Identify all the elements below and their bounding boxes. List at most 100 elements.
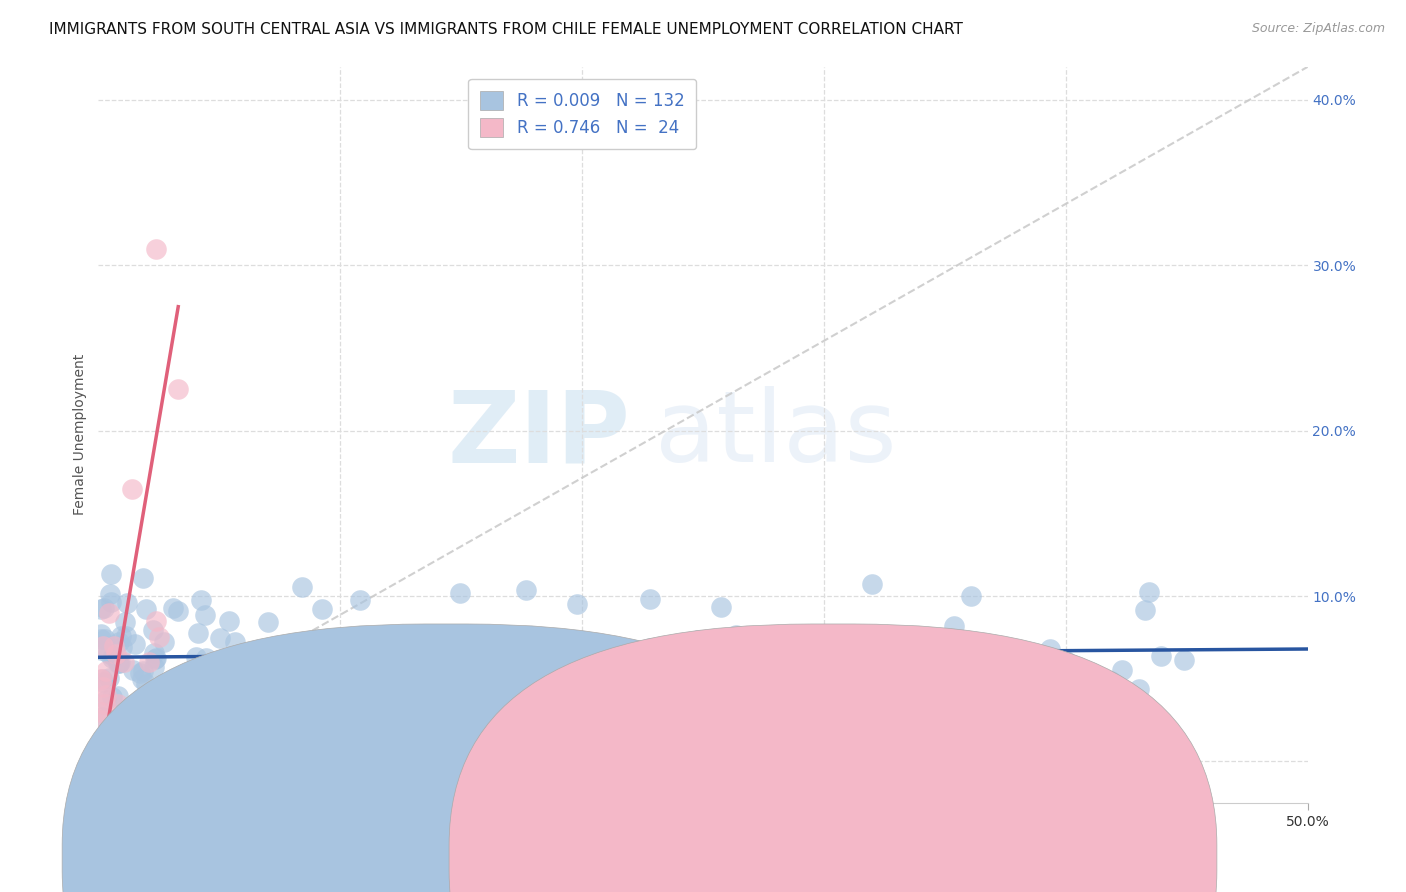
Point	[1004, 658, 1026, 673]
Point	[142, 623, 165, 637]
Point	[162, 601, 184, 615]
Point	[132, 571, 155, 585]
Point	[120, 730, 142, 744]
Point	[103, 639, 125, 653]
Point	[153, 635, 176, 649]
Point	[143, 651, 166, 665]
Point	[194, 607, 217, 622]
Point	[638, 640, 661, 655]
Point	[848, 700, 870, 714]
Point	[94, 697, 117, 711]
Point	[1128, 682, 1150, 697]
Point	[943, 618, 966, 632]
Point	[180, 715, 202, 730]
Point	[93, 632, 115, 647]
Legend: R = 0.009   N = 132, R = 0.746   N =  24: R = 0.009 N = 132, R = 0.746 N = 24	[468, 78, 696, 149]
Point	[105, 719, 128, 733]
Point	[492, 673, 515, 688]
Point	[142, 660, 165, 674]
Point	[117, 708, 139, 723]
Text: Immigrants from Chile: Immigrants from Chile	[866, 850, 1038, 865]
Point	[148, 631, 170, 645]
Point	[522, 747, 544, 762]
Point	[91, 709, 114, 723]
Point	[90, 627, 112, 641]
Point	[90, 713, 112, 727]
Point	[1099, 674, 1122, 689]
Point	[91, 672, 114, 686]
Point	[1111, 663, 1133, 677]
Point	[167, 604, 190, 618]
Point	[96, 771, 118, 785]
Point	[725, 628, 748, 642]
Point	[121, 482, 143, 496]
Point	[129, 713, 152, 727]
Point	[740, 643, 762, 657]
Point	[142, 646, 165, 660]
Point	[107, 697, 129, 711]
FancyBboxPatch shape	[449, 624, 1218, 892]
Point	[97, 646, 120, 660]
Point	[1043, 667, 1066, 681]
Point	[100, 723, 122, 738]
Text: IMMIGRANTS FROM SOUTH CENTRAL ASIA VS IMMIGRANTS FROM CHILE FEMALE UNEMPLOYMENT : IMMIGRANTS FROM SOUTH CENTRAL ASIA VS IM…	[49, 22, 963, 37]
Point	[519, 775, 541, 789]
Point	[167, 383, 190, 397]
Point	[530, 681, 553, 695]
Point	[104, 647, 127, 661]
Point	[395, 637, 418, 651]
Point	[186, 650, 208, 665]
Point	[93, 680, 115, 694]
Point	[298, 670, 321, 684]
Y-axis label: Female Unemployment: Female Unemployment	[73, 354, 87, 516]
Point	[420, 650, 443, 665]
Point	[121, 734, 143, 748]
Point	[145, 242, 167, 256]
Point	[94, 688, 117, 702]
Point	[862, 635, 884, 649]
Point	[90, 602, 112, 616]
Point	[97, 606, 120, 620]
Point	[94, 664, 117, 678]
Point	[90, 632, 112, 647]
Point	[1054, 654, 1077, 668]
Point	[195, 651, 218, 665]
Point	[1150, 648, 1173, 663]
Point	[145, 651, 167, 665]
Point	[107, 689, 129, 703]
Point	[858, 637, 880, 651]
Point	[1039, 642, 1062, 657]
Point	[994, 707, 1017, 722]
Point	[101, 648, 124, 663]
Point	[301, 660, 323, 674]
Point	[91, 674, 114, 689]
Point	[128, 666, 150, 681]
Point	[536, 632, 558, 647]
Point	[936, 663, 959, 677]
Point	[110, 629, 132, 643]
Point	[269, 680, 291, 694]
Point	[100, 567, 122, 582]
Point	[91, 639, 114, 653]
Point	[860, 577, 883, 591]
Point	[138, 655, 160, 669]
Point	[628, 666, 651, 681]
Point	[1137, 585, 1160, 599]
Point	[96, 693, 118, 707]
Point	[97, 772, 120, 787]
Point	[356, 660, 378, 674]
Point	[257, 615, 280, 630]
Point	[382, 706, 405, 720]
Point	[263, 673, 285, 688]
Point	[1052, 668, 1074, 682]
Point	[97, 671, 120, 685]
Point	[93, 763, 115, 777]
Point	[157, 687, 180, 701]
Point	[90, 705, 112, 719]
Point	[266, 670, 288, 684]
Point	[211, 665, 233, 679]
Point	[111, 640, 134, 655]
Point	[267, 759, 290, 773]
Point	[93, 600, 115, 615]
FancyBboxPatch shape	[62, 624, 830, 892]
